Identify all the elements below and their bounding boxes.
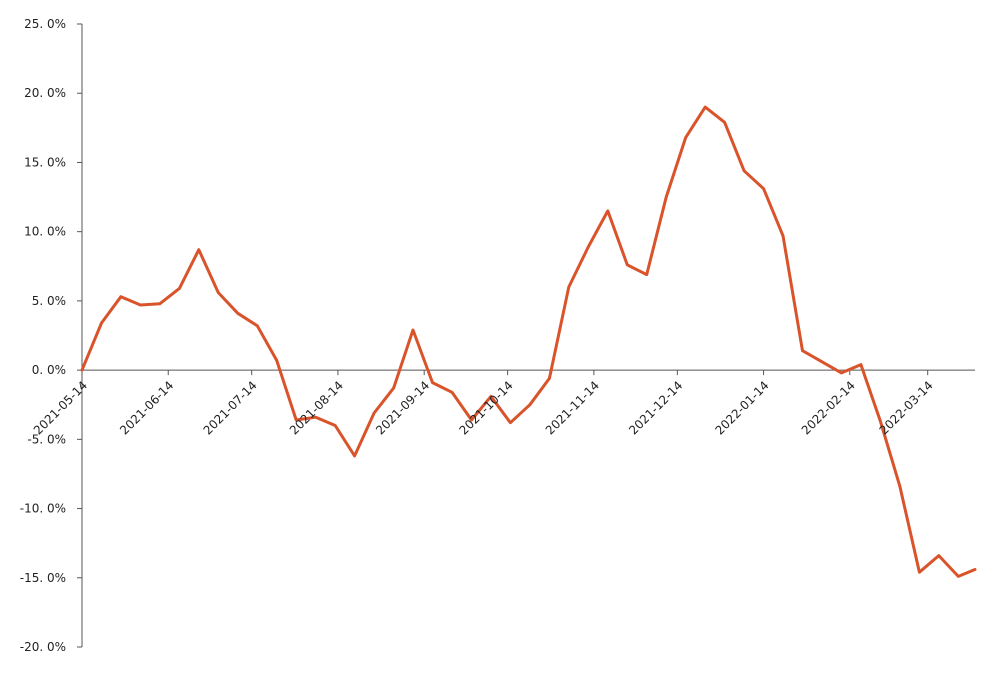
x-tick-label: 2021-05-14 [31,378,90,437]
data-point [937,554,940,557]
data-point [820,360,824,363]
data-point [314,416,317,419]
data-point [742,169,746,172]
data-point [606,209,609,213]
y-tick-label: 5. 0% [32,294,66,308]
data-point [450,391,454,394]
data-point [470,418,473,422]
data-point [411,328,415,332]
x-axis [81,369,975,376]
data-point [898,485,902,488]
data-point [704,105,707,109]
x-tick-label: 2022-01-14 [712,378,771,437]
y-tick-label: -15. 0% [20,571,66,585]
data-point [626,263,629,267]
x-tick-labels: 2021-05-14 2021-06-14 2021-07-14 2021-08-14… [31,378,936,437]
y-tick-label: 0. 0% [32,363,66,377]
x-tick-label: 2022-02-14 [799,378,858,437]
x-tick-label: 2022-03-14 [877,378,936,437]
data-point [353,454,356,458]
data-point [645,273,648,276]
data-point [567,285,570,289]
data-point [840,371,843,375]
y-tick-label: 15. 0% [24,155,66,169]
x-tick-label: 2021-07-14 [201,378,260,437]
data-point [801,349,804,352]
data-point [957,575,960,578]
data-point [973,568,977,571]
data-point [217,291,220,294]
data-point [392,386,395,390]
data-point [548,377,551,380]
data-point [178,287,181,290]
series-layer [80,105,977,578]
data-point [859,363,863,366]
y-tick-label: 20. 0% [24,86,66,100]
data-point [372,411,376,415]
data-point [197,248,200,251]
x-tick-label: 2021-06-14 [117,378,176,437]
data-point [334,424,337,427]
data-point [489,395,493,398]
data-point [665,195,668,199]
data-point [528,403,532,406]
data-point [100,321,103,325]
y-tick-label: -5. 0% [27,432,66,446]
data-point [158,302,162,305]
data-point [587,245,590,249]
x-tick-label: 2021-12-14 [626,378,685,437]
data-point [509,421,512,424]
y-axis: 25. 0% 20. 0% 15. 0% 10. 0% 5. 0% 0. 0% -5. 0%… [20,17,83,654]
data-point [119,295,123,298]
y-tick-label: 25. 0% [24,17,66,31]
series-line [80,105,977,578]
x-tick-label: 2021-11-14 [543,378,602,437]
y-tick-label: -20. 0% [20,640,66,654]
data-point [781,234,785,237]
x-tick-label: 2021-09-14 [373,378,432,437]
data-point [762,187,765,190]
data-point [256,324,259,327]
data-point [879,420,882,423]
data-point [918,571,921,574]
data-point [275,359,278,362]
y-tick-label: 10. 0% [24,225,66,239]
data-point [80,368,84,372]
data-point [723,121,726,124]
data-point [139,303,142,307]
data-point [684,136,687,139]
data-point [236,312,239,315]
data-point [295,418,298,422]
x-tick-label: 2021-10-14 [457,378,516,437]
data-point [431,381,434,384]
y-tick-label: -10. 0% [20,502,66,516]
